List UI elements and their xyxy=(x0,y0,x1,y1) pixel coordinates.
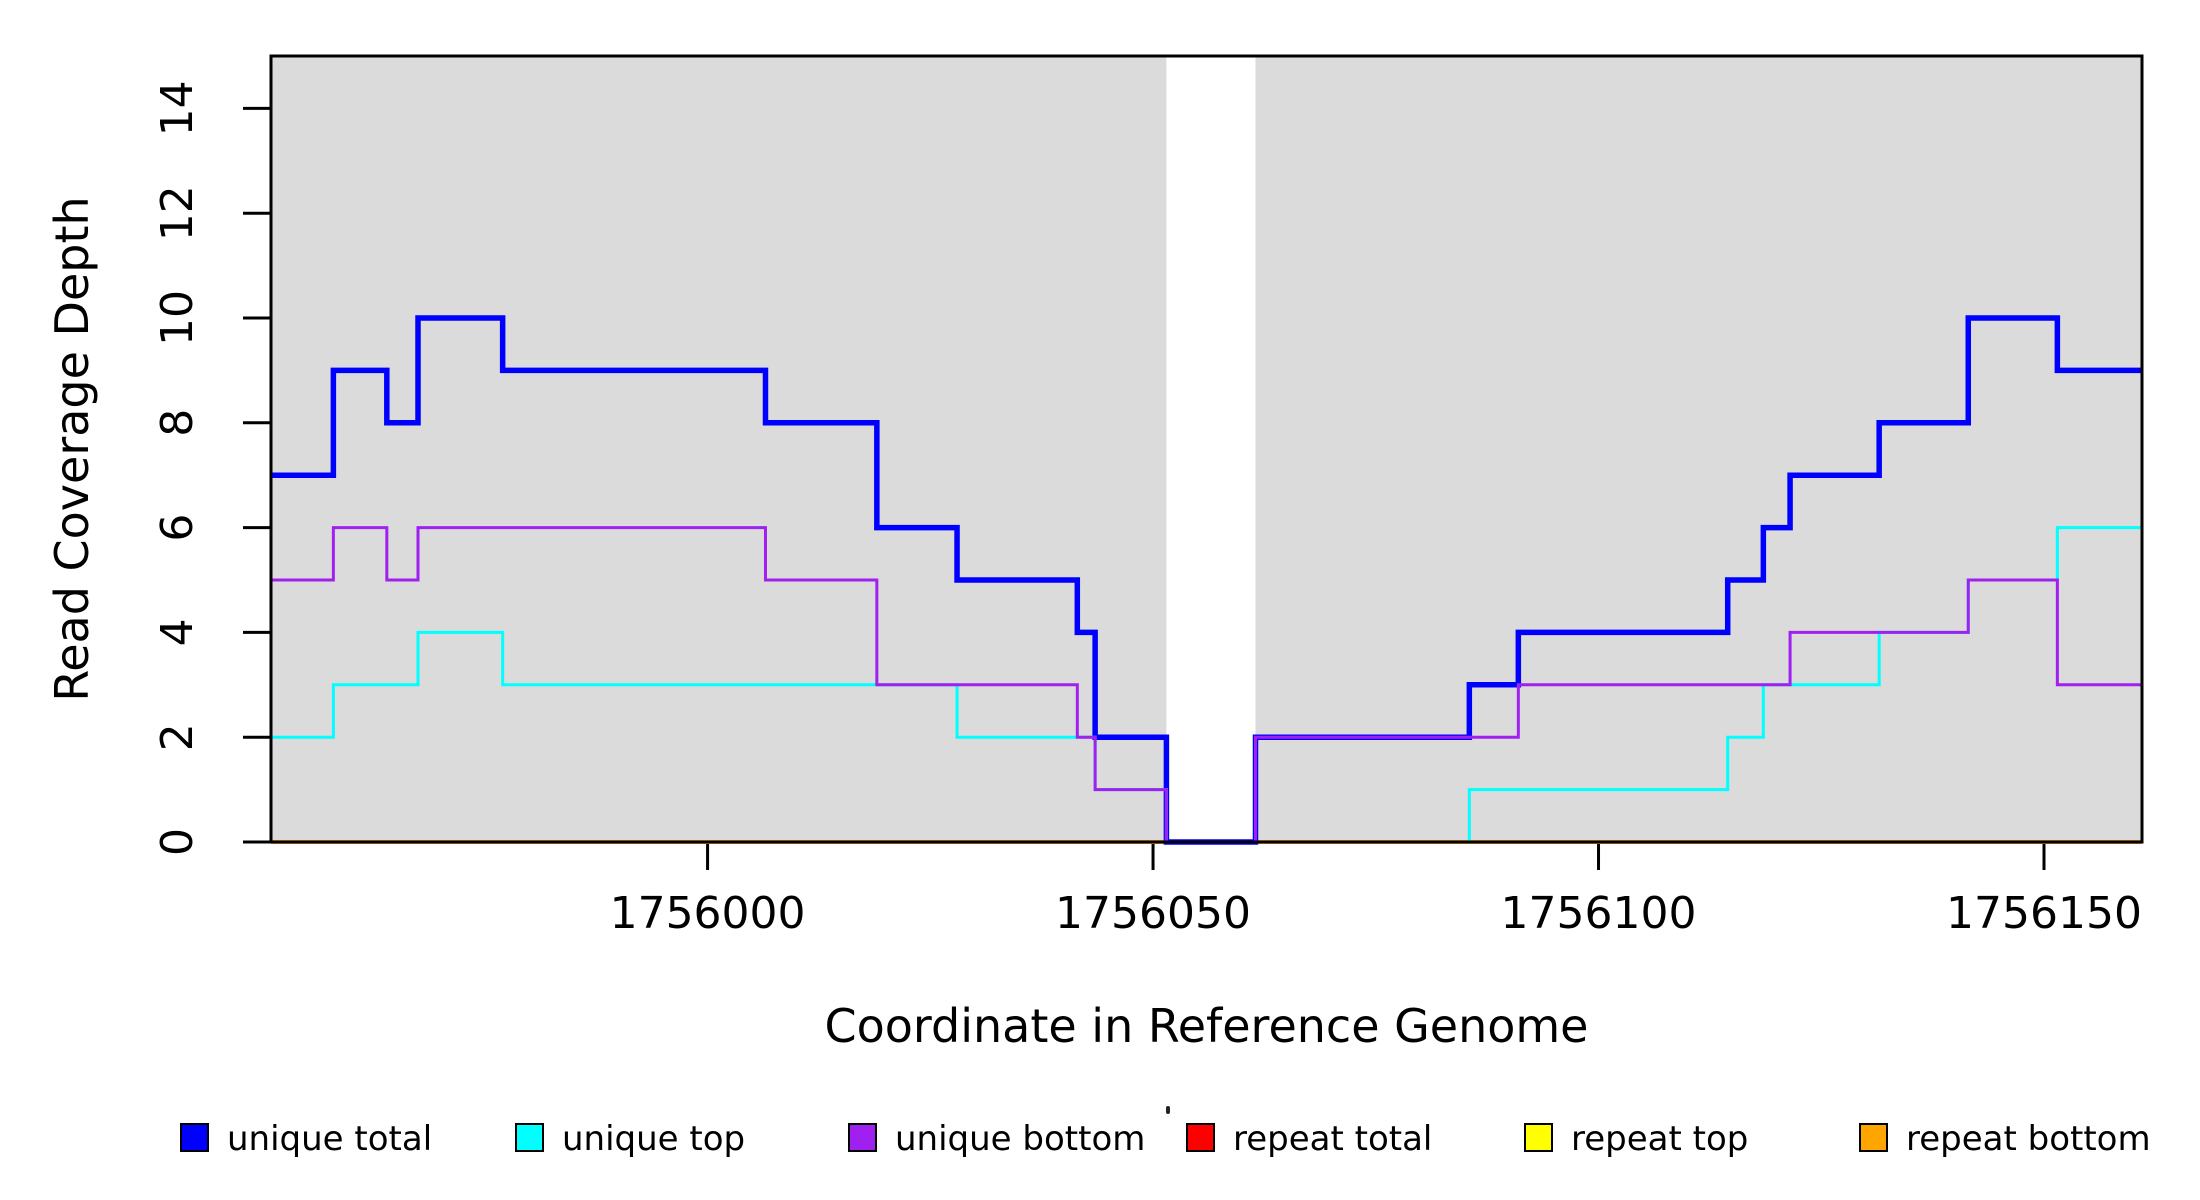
x-tick-label: 1756050 xyxy=(1055,888,1251,939)
y-tick-label: 8 xyxy=(152,409,203,437)
legend-label: repeat top xyxy=(1571,1119,1748,1159)
legend-swatch-unique-top xyxy=(515,1123,544,1152)
y-axis-label: Read Coverage Depth xyxy=(45,196,99,701)
legend-label: repeat total xyxy=(1233,1119,1432,1159)
y-tick-label: 6 xyxy=(152,514,203,542)
legend-label: repeat bottom xyxy=(1906,1119,2151,1159)
y-tick-label: 12 xyxy=(152,185,203,241)
x-tick-label: 1756100 xyxy=(1501,888,1697,939)
background-bands xyxy=(271,56,2142,842)
x-tick-label: 1756000 xyxy=(610,888,806,939)
legend-swatch-repeat-bottom xyxy=(1859,1123,1888,1152)
legend-swatch-repeat-top xyxy=(1524,1123,1553,1152)
y-tick-label: 14 xyxy=(152,80,203,136)
y-tick-label: 4 xyxy=(152,618,203,646)
y-axis: 0 2 4 6 8 10 12 14 xyxy=(152,80,271,856)
legend-label: unique top xyxy=(562,1119,745,1159)
x-axis: 1756000 1756050 1756100 1756150 xyxy=(610,842,2142,939)
band-shaded-left xyxy=(271,56,1167,842)
legend-label: unique bottom xyxy=(895,1119,1145,1159)
band-shaded-right xyxy=(1255,56,2142,842)
y-tick-label: 10 xyxy=(152,290,203,346)
legend-swatch-repeat-total xyxy=(1186,1123,1215,1152)
x-axis-label: Coordinate in Reference Genome xyxy=(825,999,1589,1053)
legend-swatch-unique-bottom xyxy=(848,1123,877,1152)
stray-mark xyxy=(1166,1106,1170,1114)
series-unique-bottom xyxy=(271,526,2142,844)
plot-border xyxy=(269,54,2144,844)
x-tick-label: 1756150 xyxy=(1946,888,2142,939)
y-tick-label: 2 xyxy=(152,723,203,751)
band-unshaded-gap xyxy=(1166,56,1256,842)
legend-swatch-unique-total xyxy=(180,1123,209,1152)
legend: unique total unique top unique bottom repea… xyxy=(180,1119,2151,1159)
legend-label: unique total xyxy=(227,1119,432,1159)
y-tick-label: 0 xyxy=(152,828,203,856)
